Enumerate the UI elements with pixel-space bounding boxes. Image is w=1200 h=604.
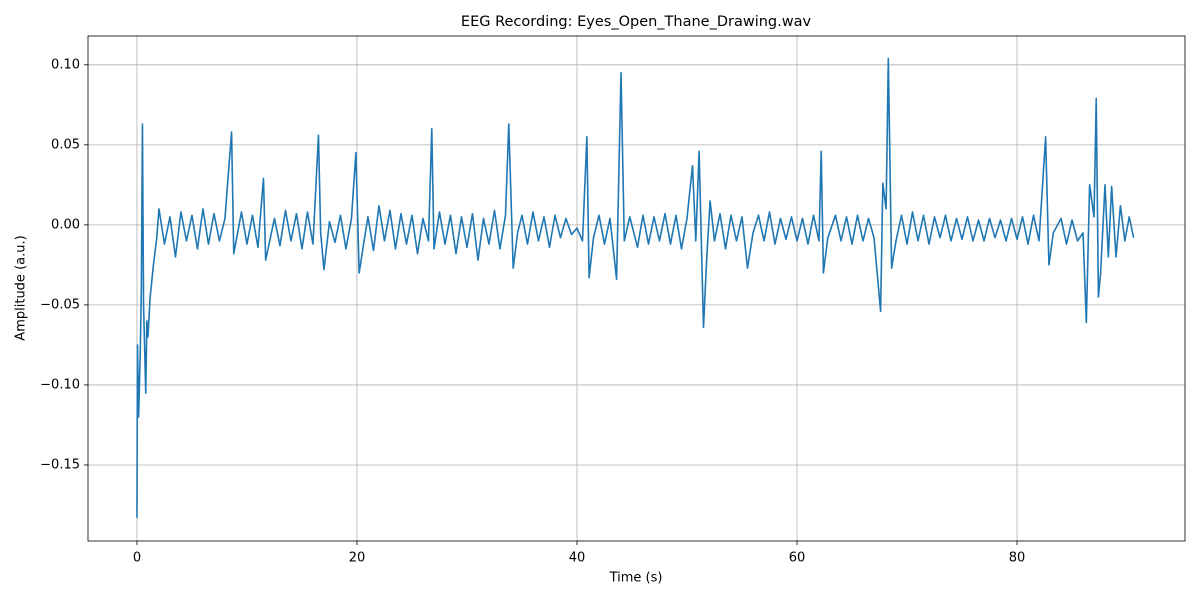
x-tick-label: 80 (1009, 551, 1026, 566)
x-axis-label: Time (s) (609, 571, 663, 586)
y-tick-label: −0.15 (40, 457, 80, 472)
y-tick-label: −0.10 (40, 377, 80, 392)
x-tick-label: 0 (133, 551, 141, 566)
y-tick-label: 0.00 (51, 217, 80, 232)
y-tick-label: 0.05 (51, 137, 80, 152)
x-tick-label: 60 (789, 551, 806, 566)
signal-line (136, 57, 1135, 518)
x-tick-label: 40 (569, 551, 586, 566)
y-tick-label: 0.10 (51, 57, 80, 72)
y-axis-label: Amplitude (a.u.) (14, 235, 29, 340)
plot-frame (87, 35, 1186, 542)
x-tick-label: 20 (349, 551, 366, 566)
y-tick-label: −0.05 (40, 297, 80, 312)
chart-title: EEG Recording: Eyes_Open_Thane_Drawing.w… (461, 14, 812, 30)
